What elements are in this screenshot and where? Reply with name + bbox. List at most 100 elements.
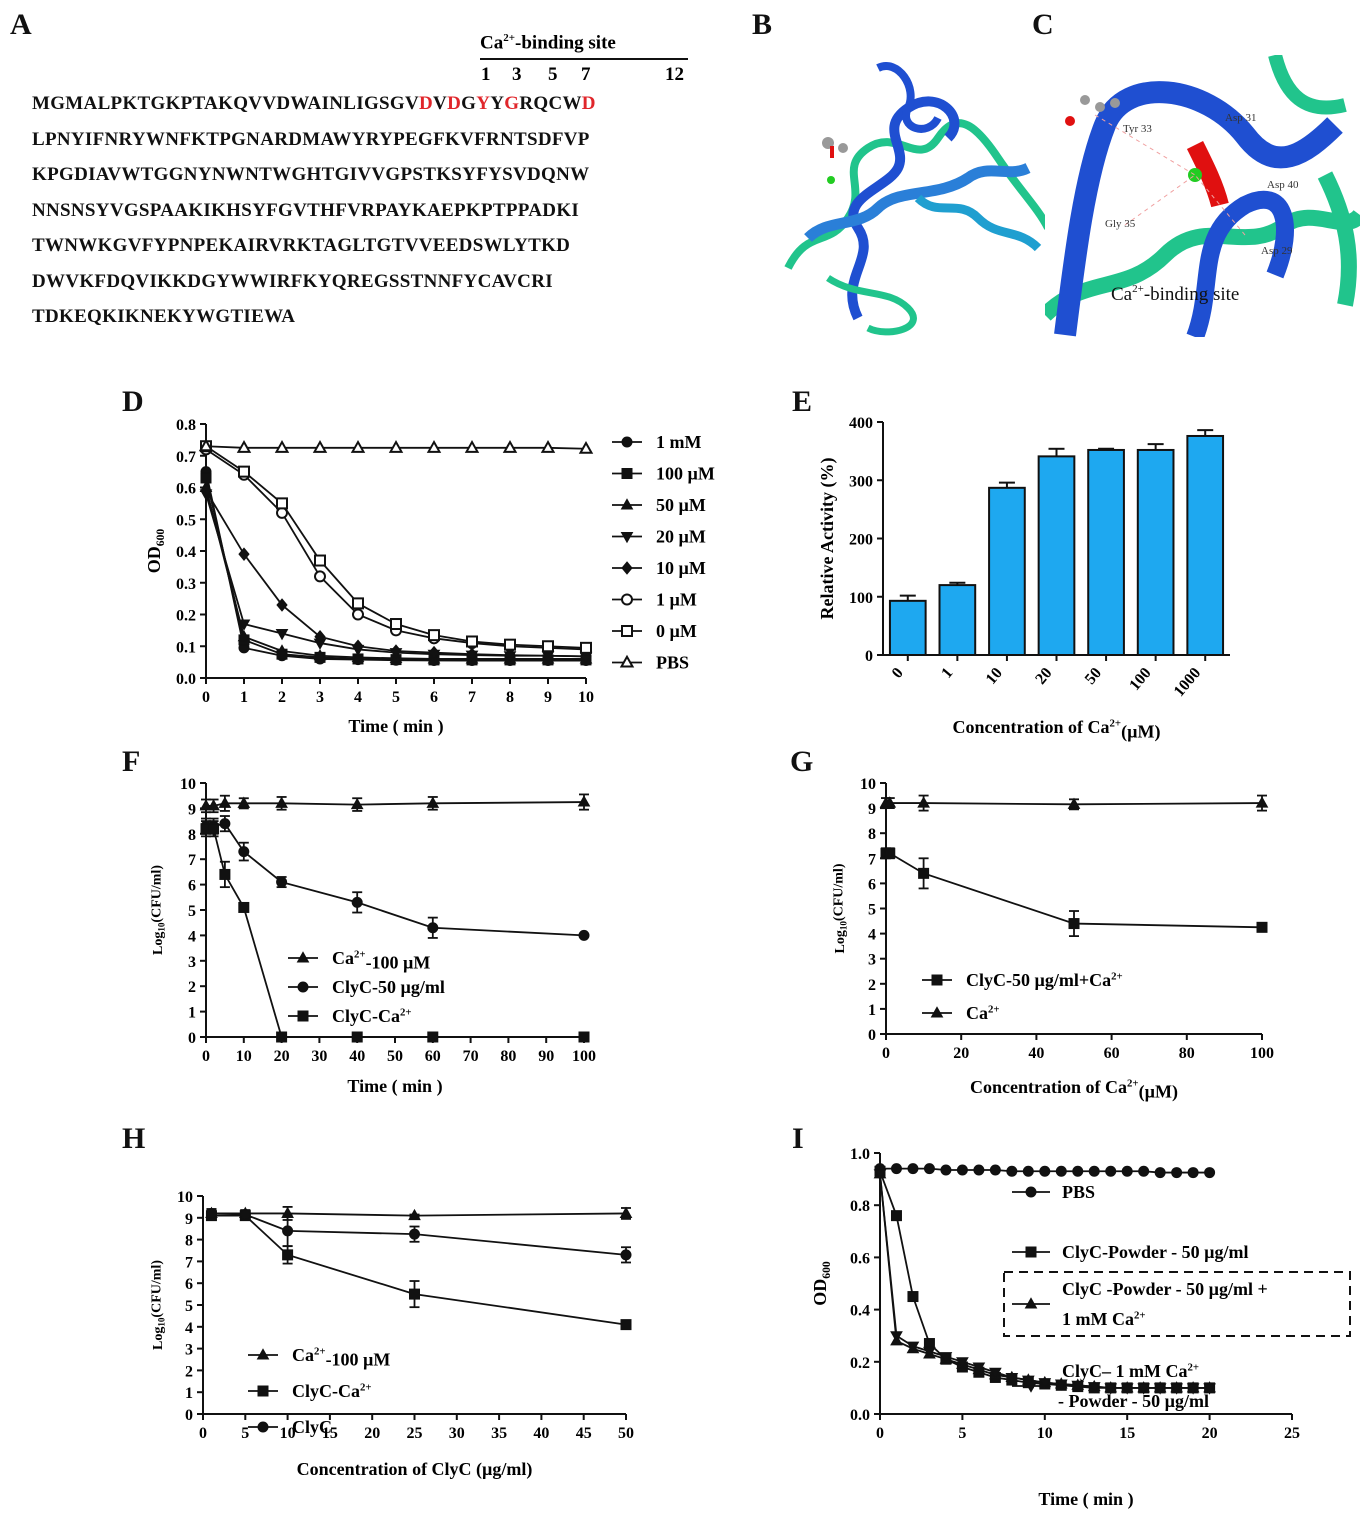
data-point [1104, 1383, 1118, 1395]
binding-residue: G [504, 93, 520, 114]
ca-binding-site-underline [480, 58, 688, 60]
legend-label: - Powder - 50 µg/ml [1058, 1391, 1209, 1411]
y-tick-label: 300 [849, 473, 873, 490]
chart-panel-e: 0 100 200 300 400 0 1 10 20 50 100 1000 Concentratio… [817, 415, 1230, 742]
series [198, 438, 594, 454]
data-point [884, 847, 896, 859]
data-point [218, 796, 232, 808]
legend-marker [621, 561, 633, 575]
data-point [200, 483, 212, 498]
series [200, 440, 592, 654]
data-point [502, 440, 518, 453]
x-tick-label: 15 [1119, 1425, 1135, 1442]
data-point [352, 597, 364, 610]
sequence-segment: RQCW [519, 93, 582, 114]
series-line [206, 801, 585, 807]
x-axis-label: Time ( min ) [1038, 1489, 1133, 1510]
data-point [1022, 1165, 1034, 1177]
series [874, 1163, 1216, 1179]
data-point [314, 554, 326, 567]
y-tick-label: 4 [188, 928, 196, 945]
ca-binding-site-title: Ca2+-binding site [480, 32, 616, 54]
y-axis-label: OD600​ [810, 1261, 833, 1306]
y-tick-label: 2 [868, 977, 876, 994]
panel-label-h: H [122, 1122, 146, 1155]
y-tick-label: 4 [868, 927, 876, 944]
y-tick-label: 0.1 [176, 639, 196, 656]
x-tick-label: 0 [889, 665, 907, 682]
series-line [206, 822, 585, 937]
sequence-line: MGMALPKTGKPTAKQVVDWAINLIGSGVDVDGYYGRQCWD [32, 86, 596, 122]
x-tick-label: 20 [1032, 665, 1055, 688]
x-tick-label: 40 [533, 1425, 549, 1442]
data-point [409, 1288, 420, 1300]
y-tick-label: 0.3 [176, 576, 196, 593]
x-tick-label: 40 [1028, 1045, 1044, 1062]
x-tick-label: 8 [506, 689, 514, 706]
y-tick-label: 0 [868, 1027, 876, 1044]
data-point [199, 799, 213, 811]
y-tick-label: 0.2 [176, 608, 196, 625]
x-tick-label: 0 [202, 689, 210, 706]
legend-highlight-box [1003, 1271, 1351, 1337]
data-point [907, 1163, 919, 1175]
data-point [428, 645, 440, 660]
legend-marker [257, 1385, 269, 1397]
y-tick-label: 0.4 [176, 544, 196, 561]
data-point [351, 650, 365, 662]
legend-marker [257, 1421, 269, 1433]
legend-marker [1025, 1186, 1037, 1198]
y-tick-label: 9 [868, 801, 876, 818]
data-point [464, 440, 480, 453]
y-tick-label: 7 [188, 852, 196, 869]
data-point [426, 796, 440, 808]
data-point [890, 1331, 903, 1343]
bar [988, 486, 1026, 657]
legend-label: 1 mM [656, 432, 701, 452]
bar [1037, 455, 1076, 656]
sequence-segment: NNSNSYVGSPAAKIKHSYFGVTHFVRPAYKAEPKPTPPAD… [32, 199, 580, 221]
data-point [1071, 1380, 1085, 1393]
data-point [906, 1341, 920, 1353]
legend-marker [621, 436, 633, 448]
legend-label: Ca2+​-100 µM [292, 1345, 390, 1369]
legend-label: ClyC-50 µg/ml+Ca2+​ [966, 970, 1123, 990]
y-tick-label: 0 [185, 1407, 193, 1424]
data-point [427, 1031, 439, 1043]
legend-label: 0 µM [656, 621, 697, 641]
legend-label: ClyC -Powder - 50 µg/ml + [1062, 1279, 1268, 1299]
data-point [504, 648, 516, 662]
y-tick-label: 9 [185, 1211, 193, 1228]
y-tick-label: 3 [188, 954, 196, 971]
panel-label-c: C [1032, 8, 1054, 41]
data-point [275, 644, 289, 656]
legend-marker [621, 593, 633, 606]
sequence-line: DWVKFDQVIKKDGYWWIRFKYQREGSSTNNFYCAVCRI [32, 264, 596, 300]
x-tick-label: 100 [1250, 1045, 1274, 1062]
binding-site-label: Ca2+-binding site [1111, 283, 1239, 305]
y-tick-label: 5 [188, 903, 196, 920]
x-tick-label: 25 [407, 1425, 423, 1442]
residue-label-asp29: Asp 29 [1261, 245, 1293, 257]
legend-label: 1 mM Ca2+​ [1062, 1309, 1146, 1329]
y-tick-label: 400 [849, 415, 873, 432]
sequence-segment: G [461, 93, 477, 114]
data-point [873, 1169, 887, 1181]
data-point [1120, 1383, 1134, 1395]
binding-residue: D [447, 93, 462, 114]
y-tick-label: 5 [868, 902, 876, 919]
x-tick-label: 10 [1037, 1425, 1053, 1442]
y-tick-label: 2 [188, 979, 196, 996]
data-point [350, 797, 364, 810]
data-point [989, 1164, 1001, 1176]
panel-label-g: G [790, 745, 814, 778]
x-tick-label: 80 [500, 1048, 516, 1065]
y-tick-label: 4 [185, 1320, 193, 1337]
data-point [578, 440, 594, 454]
x-tick-label: 0 [882, 1045, 890, 1062]
legend: Ca2+​-100 µM ClyC-50 µg/ml ClyC-Ca2+​ [288, 948, 445, 1026]
x-tick-label: 100 [1126, 665, 1154, 694]
legend-label: 1 µM [656, 590, 697, 610]
legend-marker [930, 1006, 944, 1018]
legend-label: ClyC-Ca2+​ [292, 1381, 372, 1401]
